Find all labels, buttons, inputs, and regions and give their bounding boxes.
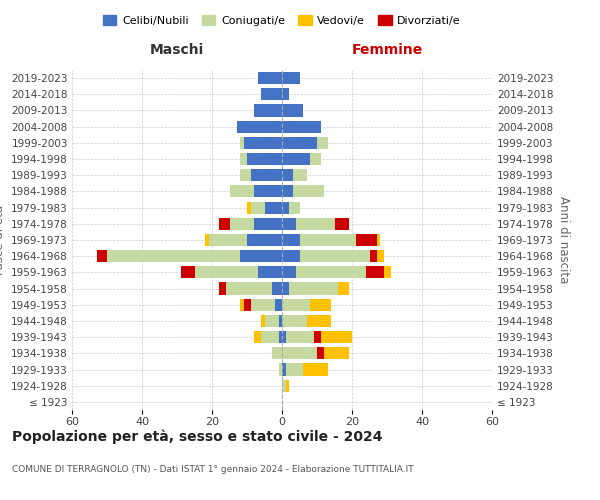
Bar bbox=[335, 218, 349, 230]
Bar bbox=[299, 250, 370, 262]
Bar bbox=[247, 234, 282, 246]
Bar bbox=[240, 250, 282, 262]
Bar bbox=[383, 266, 391, 278]
Bar bbox=[355, 234, 377, 246]
Bar bbox=[307, 315, 331, 327]
Bar bbox=[282, 331, 286, 343]
Bar bbox=[296, 266, 366, 278]
Bar bbox=[282, 380, 286, 392]
Bar bbox=[282, 137, 317, 149]
Bar bbox=[282, 348, 317, 360]
Legend: Celibi/Nubili, Coniugati/e, Vedovi/e, Divorziati/e: Celibi/Nubili, Coniugati/e, Vedovi/e, Di… bbox=[99, 10, 465, 30]
Bar bbox=[282, 104, 303, 117]
Bar bbox=[219, 282, 226, 294]
Bar bbox=[296, 218, 335, 230]
Bar bbox=[282, 266, 296, 278]
Bar bbox=[282, 120, 320, 132]
Bar bbox=[324, 348, 349, 360]
Bar bbox=[377, 250, 383, 262]
Bar bbox=[257, 266, 282, 278]
Bar bbox=[282, 250, 299, 262]
Bar bbox=[282, 72, 299, 84]
Bar bbox=[107, 250, 240, 262]
Bar bbox=[303, 364, 328, 376]
Bar bbox=[282, 186, 293, 198]
Bar bbox=[286, 364, 303, 376]
Bar bbox=[282, 364, 286, 376]
Bar bbox=[314, 331, 320, 343]
Bar bbox=[265, 315, 278, 327]
Bar bbox=[247, 202, 251, 213]
Bar bbox=[293, 169, 307, 181]
Bar bbox=[271, 348, 282, 360]
Y-axis label: Fasce di età: Fasce di età bbox=[0, 205, 5, 275]
Y-axis label: Anni di nascita: Anni di nascita bbox=[557, 196, 570, 284]
Bar bbox=[282, 218, 296, 230]
Bar bbox=[366, 266, 383, 278]
Text: Maschi: Maschi bbox=[150, 43, 204, 57]
Bar bbox=[247, 153, 282, 165]
Bar bbox=[278, 364, 282, 376]
Bar bbox=[254, 186, 282, 198]
Bar bbox=[226, 282, 271, 294]
Bar bbox=[299, 234, 355, 246]
Bar bbox=[244, 137, 282, 149]
Text: Popolazione per età, sesso e stato civile - 2024: Popolazione per età, sesso e stato civil… bbox=[12, 430, 383, 444]
Bar bbox=[194, 266, 257, 278]
Bar bbox=[229, 218, 254, 230]
Bar bbox=[289, 202, 299, 213]
Bar bbox=[377, 234, 380, 246]
Bar bbox=[261, 88, 282, 101]
Bar bbox=[282, 153, 310, 165]
Bar bbox=[282, 282, 289, 294]
Bar bbox=[282, 315, 307, 327]
Bar bbox=[310, 153, 320, 165]
Bar bbox=[181, 266, 194, 278]
Bar bbox=[286, 331, 314, 343]
Bar bbox=[254, 331, 261, 343]
Bar bbox=[282, 202, 289, 213]
Bar bbox=[282, 169, 293, 181]
Bar bbox=[282, 298, 310, 311]
Bar bbox=[317, 348, 324, 360]
Bar bbox=[289, 282, 338, 294]
Bar bbox=[310, 298, 331, 311]
Bar bbox=[251, 202, 265, 213]
Bar bbox=[251, 169, 282, 181]
Bar bbox=[97, 250, 107, 262]
Bar bbox=[370, 250, 377, 262]
Bar bbox=[254, 218, 282, 230]
Bar bbox=[320, 331, 352, 343]
Bar bbox=[338, 282, 349, 294]
Bar bbox=[257, 72, 282, 84]
Bar bbox=[240, 298, 244, 311]
Bar bbox=[244, 298, 251, 311]
Bar bbox=[219, 218, 229, 230]
Bar bbox=[261, 331, 278, 343]
Bar bbox=[254, 104, 282, 117]
Bar bbox=[240, 169, 251, 181]
Bar bbox=[317, 137, 328, 149]
Bar bbox=[286, 380, 289, 392]
Bar bbox=[278, 315, 282, 327]
Bar bbox=[205, 234, 209, 246]
Bar bbox=[209, 234, 247, 246]
Bar bbox=[282, 88, 289, 101]
Bar bbox=[275, 298, 282, 311]
Bar bbox=[293, 186, 324, 198]
Bar bbox=[271, 282, 282, 294]
Bar bbox=[240, 137, 244, 149]
Bar bbox=[282, 234, 299, 246]
Bar bbox=[240, 153, 247, 165]
Bar bbox=[261, 315, 265, 327]
Bar bbox=[278, 331, 282, 343]
Text: COMUNE DI TERRAGNOLO (TN) - Dati ISTAT 1° gennaio 2024 - Elaborazione TUTTITALIA: COMUNE DI TERRAGNOLO (TN) - Dati ISTAT 1… bbox=[12, 465, 413, 474]
Text: Femmine: Femmine bbox=[352, 43, 422, 57]
Bar bbox=[229, 186, 254, 198]
Bar bbox=[236, 120, 282, 132]
Bar bbox=[265, 202, 282, 213]
Bar bbox=[251, 298, 275, 311]
